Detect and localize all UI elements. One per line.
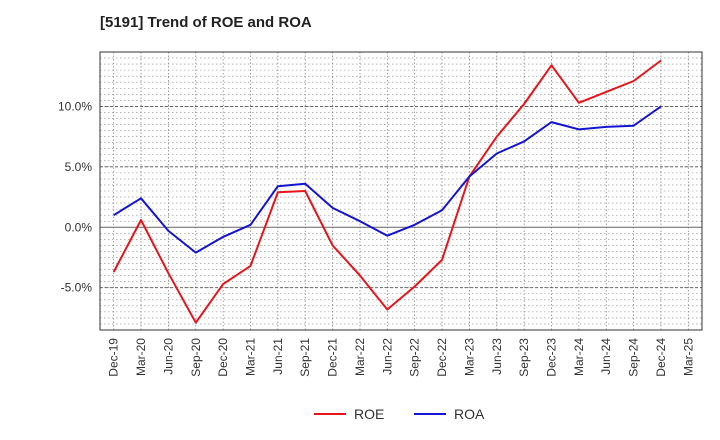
x-tick-label: Sep-24 [627,338,641,377]
x-tick-label: Sep-22 [408,338,422,377]
x-tick-label: Dec-24 [654,338,668,377]
x-tick-label: Dec-22 [435,338,449,377]
series-line-roa [113,105,662,254]
y-tick-label: -5.0% [61,281,93,295]
x-tick-label: Mar-23 [462,338,476,376]
x-tick-label: Jun-20 [161,338,175,375]
series-line-roe [112,59,662,324]
chart-title: [5191] Trend of ROE and ROA [100,14,312,31]
x-tick-label: Jun-21 [271,338,285,375]
x-tick-label: Dec-19 [107,338,121,377]
x-tick-label: Jun-23 [490,338,504,375]
x-tick-label: Dec-20 [216,338,230,377]
x-tick-label: Mar-25 [681,338,695,376]
x-tick-label: Mar-24 [572,338,586,376]
x-tick-label: Mar-20 [134,338,148,376]
x-tick-label: Mar-21 [244,338,258,376]
y-tick-label: 5.0% [65,160,93,174]
legend-label-roa: ROA [454,406,485,422]
x-tick-label: Sep-20 [189,338,203,377]
x-tick-label: Sep-23 [517,338,531,377]
x-tick-label: Sep-21 [298,338,312,377]
x-tick-label: Dec-23 [545,338,559,377]
plot-frame [99,51,703,331]
x-tick-label: Mar-22 [353,338,367,376]
y-tick-label: 0.0% [65,220,93,234]
x-tick-label: Jun-24 [599,338,613,375]
x-tick-label: Jun-22 [380,338,394,375]
y-tick-label: 10.0% [58,99,92,113]
legend-label-roe: ROE [354,406,384,422]
x-tick-label: Dec-21 [326,338,340,377]
